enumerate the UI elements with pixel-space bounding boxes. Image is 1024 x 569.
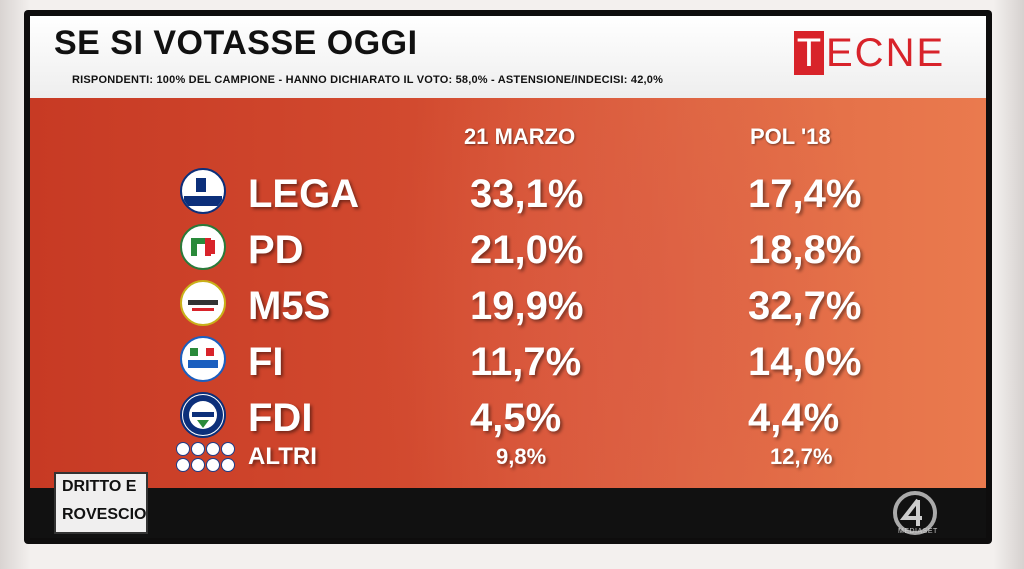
show-name-line2: ROVESCIO [62,506,147,523]
value-pol-18: 17,4% [748,172,862,216]
fdi-logo-icon [180,392,226,438]
table-row: ALTRI 9,8% 12,7% [30,440,986,494]
value-pol-18: 4,4% [748,396,840,440]
lega-logo-icon [180,168,226,214]
column-header-pol-18: POL '18 [750,124,831,149]
table-row: FDI 4,5% 4,4% [30,390,986,444]
value-pol-18: 14,0% [748,340,862,384]
fi-logo-icon [180,336,226,382]
value-21-marzo: 19,9% [470,284,584,328]
party-name: M5S [248,284,331,328]
bottom-bar [30,488,986,538]
poll-subtitle: RISPONDENTI: 100% DEL CAMPIONE - HANNO D… [72,74,664,86]
value-pol-18: 18,8% [748,228,862,272]
logo-initial: T [794,31,824,75]
table-row: M5S 19,9% 32,7% [30,278,986,332]
tecne-logo: T ECNE [794,30,945,76]
value-pol-18: 12,7% [770,444,833,469]
poll-panel: SE SI VOTASSE OGGI RISPONDENTI: 100% DEL… [30,16,986,538]
value-21-marzo: 9,8% [496,444,547,469]
value-21-marzo: 4,5% [470,396,562,440]
show-logo: DRITTO E ROVESCIO [54,472,148,534]
column-header-21-marzo: 21 MARZO [464,124,576,149]
pd-logo-icon [180,224,226,270]
party-name: FI [248,340,284,384]
header: SE SI VOTASSE OGGI RISPONDENTI: 100% DEL… [30,16,986,98]
party-name: FDI [248,396,313,440]
value-pol-18: 32,7% [748,284,862,328]
value-21-marzo: 33,1% [470,172,584,216]
m5s-logo-icon [180,280,226,326]
tv-screen: SE SI VOTASSE OGGI RISPONDENTI: 100% DEL… [24,10,992,544]
poll-title: SE SI VOTASSE OGGI [54,24,418,62]
logo-rest: ECNE [826,31,946,75]
party-name: ALTRI [248,443,317,470]
channel-4-icon [893,491,937,535]
channel-label: MEDIASET [898,528,938,535]
altri-logos-icon [176,440,238,474]
value-21-marzo: 11,7% [470,340,582,384]
table-row: LEGA 33,1% 17,4% [30,166,986,220]
table-row: PD 21,0% 18,8% [30,222,986,276]
show-name-line1: DRITTO E [62,478,137,495]
party-name: LEGA [248,172,360,216]
party-name: PD [248,228,304,272]
value-21-marzo: 21,0% [470,228,584,272]
table-row: FI 11,7% 14,0% [30,334,986,388]
